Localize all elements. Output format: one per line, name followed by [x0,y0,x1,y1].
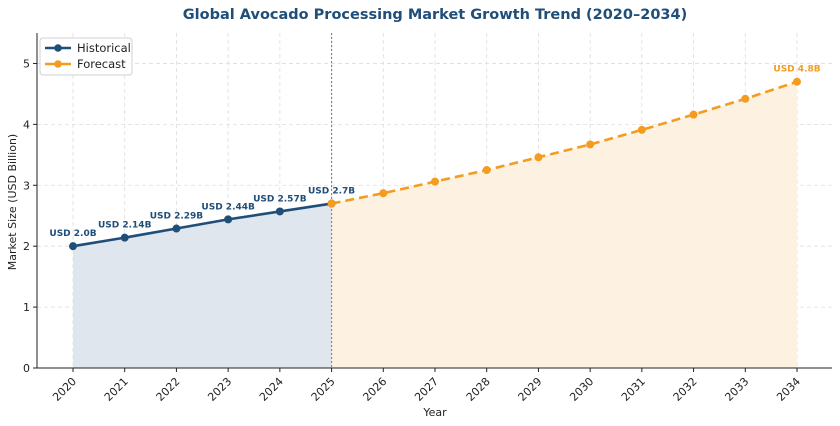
chart-title: Global Avocado Processing Market Growth … [183,7,687,23]
data-point [431,177,439,186]
x-tick-label: 2025 [309,375,338,404]
y-tick-label: 2 [23,240,30,253]
x-axis-label: Year [422,406,447,419]
data-label: USD 2.29B [150,212,204,222]
data-point [69,242,77,251]
legend-forecast-marker [54,60,62,68]
x-tick-label: 2028 [464,375,493,404]
series-lines [72,80,798,248]
legend: Historical Forecast [39,37,133,76]
y-tick-label: 4 [23,118,30,131]
area-fills [73,81,797,369]
data-label: USD 2.44B [201,202,255,212]
y-tick-label: 0 [23,362,30,375]
x-tick-label: 2031 [619,375,648,404]
data-point [637,125,646,134]
x-tick-label: 2027 [412,375,441,404]
data-point [172,224,181,233]
data-point [275,207,284,216]
area-fill-historical [73,203,332,368]
series-line-historical [72,202,332,248]
y-tick-label: 3 [23,179,30,192]
x-tick-label: 2022 [154,375,183,404]
data-point [586,140,595,149]
x-tick-label: 2021 [102,375,131,404]
data-point [379,189,388,198]
data-point [689,110,698,119]
data-label: USD 2.14B [98,221,152,231]
data-point [534,153,543,162]
data-label: USD 2.7B [308,187,355,197]
x-tick-label: 2026 [360,375,389,404]
x-tick-label: 2033 [722,375,751,404]
x-tick-label: 2020 [50,375,79,404]
series-points [69,77,801,251]
x-tick-label: 2032 [671,375,700,404]
data-label: USD 4.8B [773,65,820,75]
data-point [741,94,750,103]
legend-historical-label: Historical [77,41,131,55]
data-label: USD 2.0B [49,229,96,239]
data-point [793,77,801,86]
x-tick-label: 2023 [205,375,234,404]
area-fill-forecast [331,81,797,369]
x-tick-label: 2024 [257,375,286,404]
y-tick-label: 1 [23,301,30,314]
data-point [224,215,233,224]
data-point [327,199,336,208]
x-tick-label: 2029 [516,375,545,404]
data-point [120,233,129,242]
data-point [482,166,491,175]
x-tick-label: 2034 [774,375,803,404]
y-tick-label: 5 [23,57,30,70]
data-label: USD 2.57B [253,194,307,204]
x-tick-label: 2030 [567,375,596,404]
y-axis-label: Market Size (USD Billion) [6,134,19,270]
series-line-forecast [331,80,798,205]
legend-forecast-label: Forecast [77,57,126,71]
legend-historical-marker [54,44,62,52]
